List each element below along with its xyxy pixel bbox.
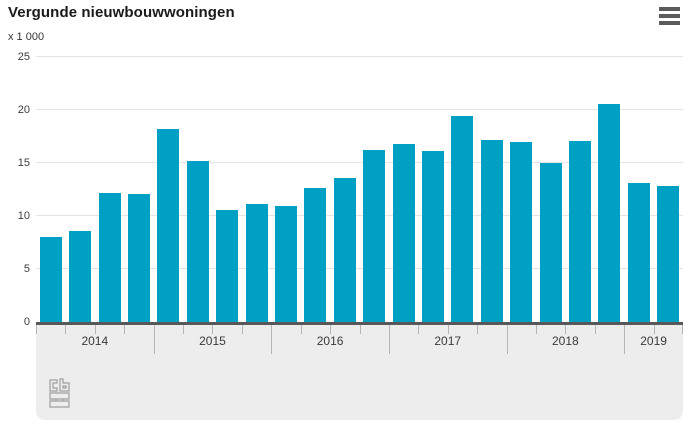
hamburger-menu-icon bbox=[659, 21, 680, 25]
bar-2018-Q3[interactable] bbox=[569, 140, 592, 322]
x-axis-tick bbox=[447, 325, 449, 334]
x-axis-tick bbox=[653, 325, 655, 334]
x-axis-year-label: 2014 bbox=[81, 334, 109, 348]
x-axis-year-label: 2018 bbox=[552, 334, 579, 348]
hamburger-menu-icon bbox=[659, 14, 680, 18]
y-axis-tick-label: 25 bbox=[17, 51, 30, 63]
y-axis-tick-label: 5 bbox=[23, 263, 30, 275]
y-axis-unit-label: x 1 000 bbox=[8, 31, 45, 43]
gridline bbox=[36, 215, 683, 216]
x-axis-tick bbox=[418, 325, 420, 334]
x-axis-tick bbox=[535, 325, 537, 334]
bar-2017-Q2[interactable] bbox=[422, 151, 445, 322]
x-axis-tick bbox=[300, 325, 302, 334]
x-axis-tick bbox=[94, 325, 96, 334]
year-separator bbox=[506, 325, 508, 354]
x-axis-year-label: 2016 bbox=[316, 334, 344, 348]
x-axis-year-label: 2015 bbox=[199, 334, 226, 348]
bar-2017-Q1[interactable] bbox=[392, 143, 415, 322]
bar-2015-Q1[interactable] bbox=[157, 129, 180, 322]
cbs-logo bbox=[49, 378, 70, 408]
x-axis-tick bbox=[682, 325, 683, 334]
gridline bbox=[36, 109, 683, 110]
y-axis-tick-label: 0 bbox=[23, 316, 30, 328]
x-axis-year-label: 2017 bbox=[434, 334, 462, 348]
bar-2019-Q1[interactable] bbox=[627, 183, 650, 322]
bar-2015-Q2[interactable] bbox=[186, 160, 209, 322]
x-axis-tick bbox=[477, 325, 479, 334]
y-axis-tick-label: 20 bbox=[17, 104, 30, 116]
x-axis-tick bbox=[330, 325, 332, 334]
x-axis-tick bbox=[565, 325, 567, 334]
bar-2018-Q2[interactable] bbox=[539, 163, 562, 322]
gridline bbox=[36, 162, 683, 163]
year-separator bbox=[388, 325, 390, 354]
bar-2014-Q3[interactable] bbox=[98, 192, 121, 322]
bar-2016-Q2[interactable] bbox=[304, 188, 327, 322]
x-axis-tick bbox=[359, 325, 361, 334]
bar-2019-Q2[interactable] bbox=[657, 186, 680, 322]
chart-menu-button[interactable] bbox=[659, 7, 680, 25]
year-separator bbox=[624, 325, 626, 354]
year-separator bbox=[271, 325, 273, 354]
x-axis-tick bbox=[241, 325, 243, 334]
x-axis-year-label: 2019 bbox=[640, 334, 667, 348]
hamburger-menu-icon bbox=[659, 7, 680, 11]
bar-2016-Q1[interactable] bbox=[274, 206, 297, 322]
x-axis-tick bbox=[65, 325, 67, 334]
plot-area bbox=[36, 56, 683, 322]
bar-2018-Q1[interactable] bbox=[510, 141, 533, 322]
y-axis-tick-label: 15 bbox=[17, 157, 30, 169]
bar-2016-Q4[interactable] bbox=[363, 150, 386, 322]
bar-2018-Q4[interactable] bbox=[598, 103, 621, 322]
gridline bbox=[36, 56, 683, 57]
bar-2014-Q1[interactable] bbox=[39, 237, 62, 322]
x-axis-tick bbox=[124, 325, 126, 334]
x-axis-tick bbox=[36, 325, 37, 334]
x-axis-tick bbox=[594, 325, 596, 334]
chart-title: Vergunde nieuwbouwwoningen bbox=[8, 4, 235, 21]
bar-2015-Q4[interactable] bbox=[245, 204, 268, 322]
bar-2016-Q3[interactable] bbox=[333, 177, 356, 322]
x-axis-band: 2014 2015 2016 2017 2018 2019 bbox=[36, 325, 683, 420]
bar-2017-Q4[interactable] bbox=[480, 139, 503, 322]
bar-2014-Q2[interactable] bbox=[69, 230, 92, 322]
bar-2017-Q3[interactable] bbox=[451, 116, 474, 322]
gridline bbox=[36, 268, 683, 269]
x-axis-tick bbox=[212, 325, 214, 334]
year-separator bbox=[153, 325, 155, 354]
x-axis-baseline bbox=[36, 322, 683, 325]
bar-2015-Q3[interactable] bbox=[216, 209, 239, 322]
bar-2014-Q4[interactable] bbox=[127, 193, 150, 322]
y-axis-tick-label: 10 bbox=[17, 210, 30, 222]
x-axis-tick bbox=[183, 325, 185, 334]
y-axis: 0 5 10 15 20 25 bbox=[0, 0, 30, 340]
